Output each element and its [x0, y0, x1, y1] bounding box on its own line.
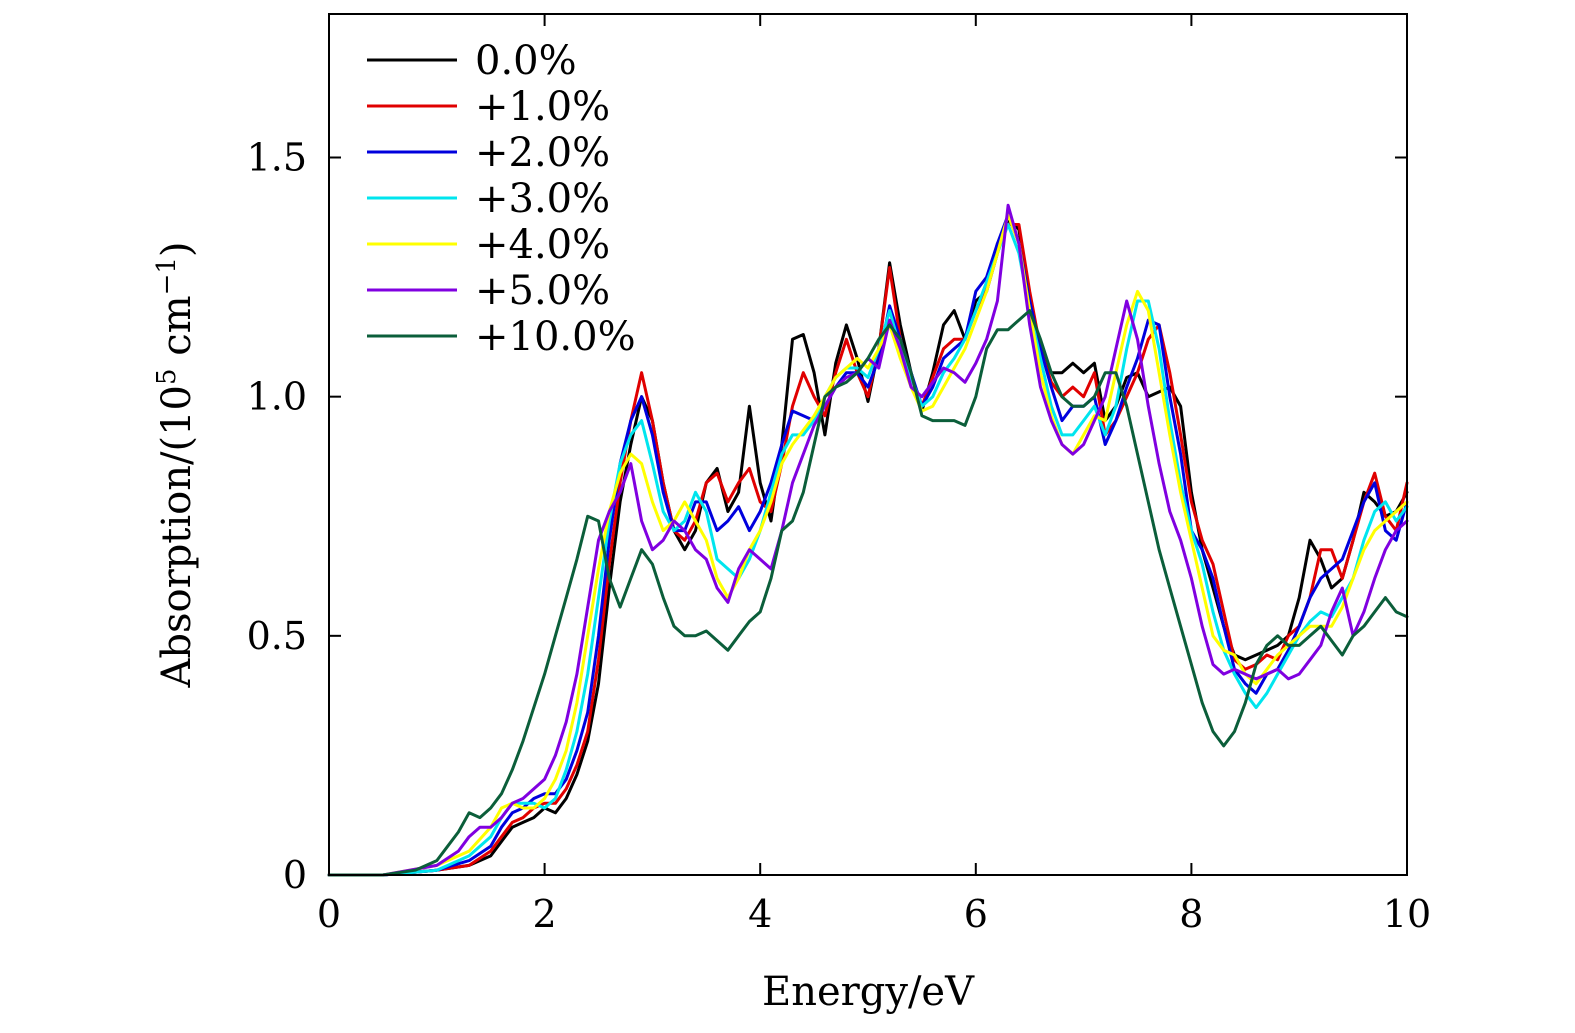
y-tick-label: 0.5	[247, 614, 307, 658]
y-axis-title: Absorption/(105 cm−1)	[152, 241, 200, 688]
x-tick-label: 8	[1179, 892, 1203, 936]
legend-label: 0.0%	[475, 38, 577, 84]
legend-label: +2.0%	[475, 130, 610, 176]
y-tick-label: 0	[283, 853, 307, 897]
y-axis-title-mid: cm	[154, 295, 200, 368]
y-axis-title-prefix: Absorption/(10	[154, 385, 200, 689]
series-layer	[327, 203, 1409, 877]
y-axis-title-exp2: −1	[152, 257, 182, 295]
x-tick-label: 0	[317, 892, 341, 936]
y-tick-label: 1.5	[247, 136, 307, 180]
legend-label: +3.0%	[475, 176, 610, 222]
series-line-6	[327, 309, 1409, 877]
legend-label: +10.0%	[475, 314, 636, 360]
x-tick-label: 10	[1383, 892, 1431, 936]
y-axis-title-exp1: 5	[152, 368, 182, 385]
legend-label: +4.0%	[475, 222, 610, 268]
series-line-2	[327, 213, 1409, 877]
x-tick-label: 6	[964, 892, 988, 936]
plot-frame	[328, 13, 1408, 876]
legend-label: +1.0%	[475, 84, 610, 130]
x-tick-label: 4	[748, 892, 772, 936]
y-axis-title-suffix: )	[154, 241, 200, 257]
legend: 0.0%+1.0%+2.0%+3.0%+4.0%+5.0%+10.0%	[367, 38, 636, 360]
ticks-layer: 0 2 4 6 8 10 0 0.5 1.0 1.5	[247, 14, 1431, 936]
x-axis-title: Energy/eV	[762, 969, 975, 1015]
legend-label: +5.0%	[475, 268, 610, 314]
x-tick-label: 2	[533, 892, 557, 936]
y-tick-label: 1.0	[247, 375, 307, 419]
